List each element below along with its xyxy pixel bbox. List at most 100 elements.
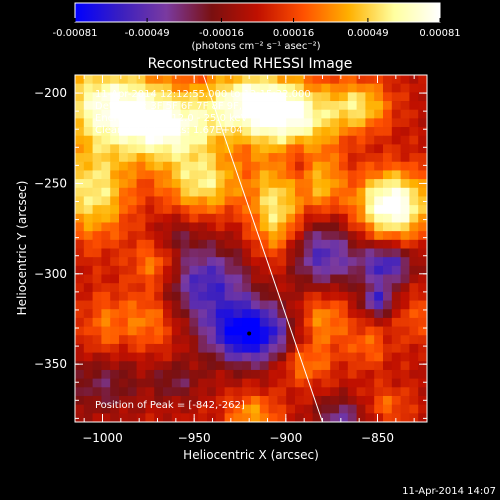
heatmap-cell <box>119 352 129 362</box>
heatmap-cell <box>391 265 401 275</box>
heatmap-cell <box>374 283 384 293</box>
heatmap-cell <box>365 144 375 154</box>
heatmap-cell <box>383 161 393 171</box>
heatmap-cell <box>295 153 305 163</box>
heatmap-cell <box>321 187 331 197</box>
heatmap-cell <box>356 83 366 93</box>
heatmap-cell <box>233 83 243 93</box>
heatmap-cell <box>171 83 181 93</box>
heatmap-cell <box>268 222 278 232</box>
heatmap-cell <box>418 161 427 171</box>
heatmap-cell <box>347 213 357 223</box>
heatmap-cell <box>321 257 331 267</box>
heatmap-cell <box>83 309 93 319</box>
heatmap-cell <box>259 109 269 119</box>
heatmap-cell <box>356 248 366 258</box>
heatmap-cell <box>277 369 287 380</box>
heatmap-cell <box>383 361 393 371</box>
heatmap-cell <box>277 248 287 258</box>
heatmap-cell <box>365 387 375 397</box>
heatmap-cell <box>242 361 252 371</box>
heatmap-cell <box>391 378 401 388</box>
heatmap-cell <box>365 109 375 119</box>
heatmap-cell <box>136 213 146 223</box>
heatmap-cell <box>295 75 305 85</box>
heatmap-cell <box>347 109 357 119</box>
heatmap-cell <box>277 231 287 241</box>
heatmap-cell <box>303 265 313 275</box>
heatmap-cell <box>119 309 129 319</box>
heatmap-cell <box>180 369 190 380</box>
heatmap-cell <box>330 135 340 145</box>
heatmap-cell <box>295 291 305 301</box>
heatmap-cell <box>207 196 217 206</box>
heatmap-cell <box>268 404 278 414</box>
heatmap-cell <box>391 395 401 406</box>
heatmap-cell <box>215 109 225 119</box>
heatmap-cell <box>83 170 93 180</box>
heatmap-cell <box>286 205 296 215</box>
heatmap-cell <box>83 83 93 93</box>
heatmap-cell <box>154 335 164 345</box>
heatmap-cell <box>374 101 384 111</box>
heatmap-cell <box>119 274 129 284</box>
heatmap-cell <box>233 361 243 371</box>
heatmap-cell <box>101 257 111 267</box>
heatmap-cell <box>259 291 269 301</box>
heatmap-cell <box>391 135 401 145</box>
heatmap-cell <box>92 222 102 232</box>
heatmap-cell <box>356 231 366 241</box>
heatmap-cell <box>136 109 146 119</box>
heatmap-cell <box>268 352 278 362</box>
heatmap-cell <box>268 369 278 380</box>
heatmap-cell <box>259 161 269 171</box>
heatmap-cell <box>374 413 384 422</box>
heatmap-cell <box>303 239 313 249</box>
heatmap-cell <box>312 387 322 397</box>
heatmap-cell <box>339 404 349 414</box>
heatmap-cell <box>83 205 93 215</box>
heatmap-cell <box>259 317 269 327</box>
heatmap-cell <box>207 335 217 345</box>
heatmap-cell <box>347 352 357 362</box>
heatmap-cell <box>233 257 243 267</box>
heatmap-cell <box>127 361 137 371</box>
heatmap-cell <box>356 274 366 284</box>
heatmap-cell <box>215 265 225 275</box>
heatmap-cell <box>418 404 427 414</box>
heatmap-cell <box>83 369 93 380</box>
heatmap-cell <box>154 170 164 180</box>
heatmap-cell <box>180 213 190 223</box>
heatmap-cell <box>330 187 340 197</box>
heatmap-cell <box>233 404 243 414</box>
heatmap-cell <box>198 118 208 128</box>
heatmap-cell <box>374 404 384 414</box>
heatmap-cell <box>83 127 93 137</box>
heatmap-cell <box>409 369 419 380</box>
heatmap-cell <box>259 300 269 310</box>
heatmap-cell <box>163 309 173 319</box>
heatmap-cell <box>374 265 384 275</box>
heatmap-cell <box>207 413 217 422</box>
heatmap-cell <box>330 179 340 189</box>
heatmap-cell <box>92 291 102 301</box>
heatmap-cell <box>312 309 322 319</box>
heatmap-cell <box>154 352 164 362</box>
heatmap-cell <box>127 109 137 119</box>
heatmap-cell <box>224 213 234 223</box>
heatmap-cell <box>356 75 366 85</box>
peak-position-annotation: Position of Peak = [-842,-262] <box>95 400 245 411</box>
heatmap-cell <box>347 144 357 154</box>
heatmap-cell <box>83 274 93 284</box>
heatmap-cell <box>119 161 129 171</box>
heatmap-cell <box>127 369 137 380</box>
heatmap-cell <box>180 161 190 171</box>
heatmap-cell <box>277 153 287 163</box>
heatmap-cell <box>251 144 261 154</box>
heatmap-cell <box>180 404 190 414</box>
heatmap-cell <box>101 170 111 180</box>
heatmap-cell <box>400 309 410 319</box>
heatmap-cell <box>400 395 410 406</box>
heatmap-cell <box>409 395 419 406</box>
heatmap-cell <box>101 248 111 258</box>
